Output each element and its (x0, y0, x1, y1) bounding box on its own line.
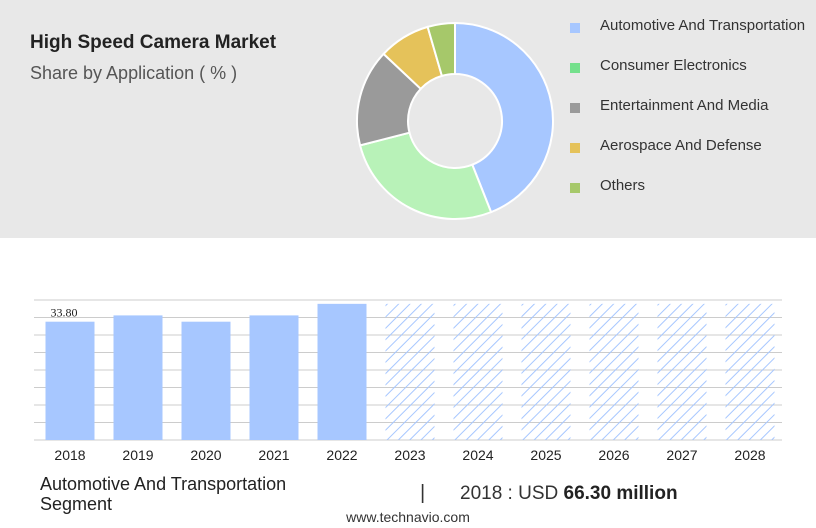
legend-label-consumer: Consumer Electronics (600, 57, 747, 74)
bar-2028 (725, 303, 775, 440)
x-tick-2026: 2026 (598, 447, 629, 463)
x-tick-2018: 2018 (54, 447, 85, 463)
footer-separator: | (420, 482, 426, 504)
segment-value-prefix: 2018 : USD (460, 483, 564, 504)
bar-chart-panel: 2018 33.80 2019 2020 2021 2022 2023 2024 2025 202… (0, 238, 816, 528)
x-tick-2019: 2019 (122, 447, 153, 463)
data-label-2018: 33.80 (51, 306, 78, 320)
bar-2026 (589, 303, 639, 440)
legend-label-aerospace: Aerospace And Defense (600, 137, 762, 154)
bar-chart: 2018 33.80 2019 2020 2021 2022 2023 2024 2025 202… (34, 299, 782, 463)
donut-slice-consumer (358, 131, 493, 220)
legend-label-entertainment: Entertainment And Media (600, 97, 769, 114)
bar-2023 (385, 303, 435, 440)
bar-2021 (249, 315, 299, 440)
segment-value: 2018 : USD 66.30 million (460, 483, 678, 505)
x-tick-2025: 2025 (530, 447, 561, 463)
legend-label-others: Others (600, 177, 646, 194)
chart-title: High Speed Camera Market (30, 32, 277, 53)
x-tick-2022: 2022 (326, 447, 357, 463)
donut-slice-others (426, 21, 456, 78)
legend-label-automotive: Automotive And Transportation (600, 17, 806, 34)
donut-slice-automotive (454, 21, 554, 214)
x-tick-2021: 2021 (258, 447, 289, 463)
bar-2027 (657, 303, 707, 440)
chart-subtitle: Share by Application ( % ) (30, 63, 238, 83)
x-tick-2028: 2028 (734, 447, 765, 463)
bar-2022 (317, 303, 367, 440)
legend-swatch-automotive (570, 23, 580, 33)
donut-chart (356, 21, 554, 220)
source-link[interactable]: www.technavio.com (346, 509, 470, 525)
legend-swatch-consumer (570, 63, 580, 73)
x-tick-2024: 2024 (462, 447, 493, 463)
x-tick-2027: 2027 (666, 447, 697, 463)
segment-value-amount: 66.30 million (563, 483, 678, 504)
bar-2020 (181, 321, 231, 440)
x-tick-2020: 2020 (190, 447, 221, 463)
legend-swatch-aerospace (570, 143, 580, 153)
x-tick-2023: 2023 (394, 447, 425, 463)
segment-label: Automotive And Transportation Segment (40, 474, 287, 514)
bar-2018 (45, 321, 95, 440)
bar-2024 (453, 303, 503, 440)
bar-2025 (521, 303, 571, 440)
bar-2019 (113, 315, 163, 440)
legend-swatch-entertainment (570, 103, 580, 113)
legend-swatch-others (570, 183, 580, 193)
